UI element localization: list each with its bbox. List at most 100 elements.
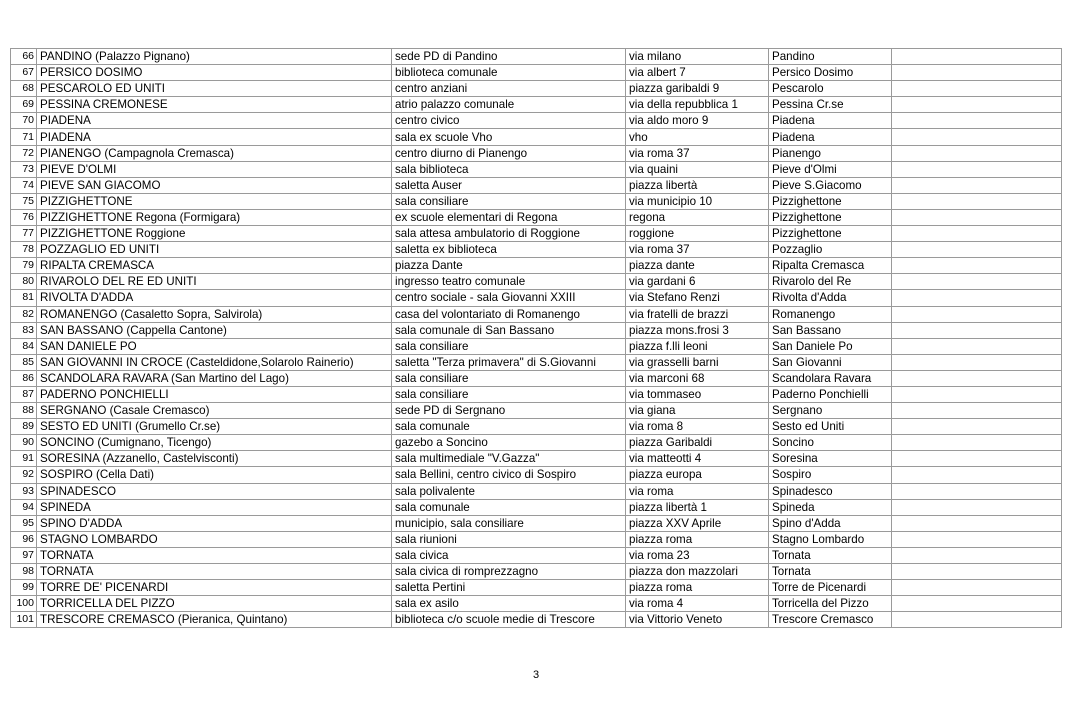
row-number: 98 — [10, 562, 37, 581]
row-number: 83 — [10, 321, 37, 339]
row-number: 86 — [10, 369, 37, 387]
venue: centro diurno di Pianengo — [391, 144, 626, 162]
venue: saletta "Terza primavera" di S.Giovanni — [391, 353, 626, 371]
empty-cell — [891, 257, 1062, 275]
address: piazza mons.frosi 3 — [625, 321, 769, 339]
row-number: 99 — [10, 579, 37, 597]
empty-cell — [891, 208, 1062, 227]
town: Spinadesco — [768, 482, 892, 500]
town: Stagno Lombardo — [768, 530, 892, 548]
address: via milano — [625, 47, 769, 66]
empty-cell — [891, 80, 1062, 98]
row-number: 94 — [10, 498, 37, 516]
venue: sala comunale di San Bassano — [391, 321, 626, 339]
address: piazza XXV Aprile — [625, 514, 769, 532]
municipality: PESCAROLO ED UNITI — [36, 80, 392, 98]
row-number: 85 — [10, 353, 37, 371]
municipality: RIVOLTA D'ADDA — [36, 289, 392, 307]
town: San Bassano — [768, 321, 892, 339]
table-row: 77 PIZZIGHETTONE Roggione sala attesa ambu… — [10, 225, 1062, 243]
venue: sala polivalente — [391, 482, 626, 500]
table-row: 88 SERGNANO (Casale Cremasco) sede PD di S… — [10, 402, 1062, 420]
row-number: 92 — [10, 466, 37, 484]
table-row: 101 TRESCORE CREMASCO (Pieranica, Quintan… — [10, 611, 1062, 629]
venue: sala civica di romprezzagno — [391, 562, 626, 581]
address: piazza Garibaldi — [625, 434, 769, 452]
empty-cell — [891, 514, 1062, 532]
address: via aldo moro 9 — [625, 112, 769, 130]
town: Ripalta Cremasca — [768, 257, 892, 275]
address: via municipio 10 — [625, 192, 769, 210]
empty-cell — [891, 144, 1062, 162]
empty-cell — [891, 353, 1062, 371]
venue: sede PD di Sergnano — [391, 402, 626, 420]
table-row: 94 SPINEDA sala comunale piazza libertà 1 Sp… — [10, 498, 1062, 516]
row-number: 71 — [10, 128, 37, 146]
address: piazza garibaldi 9 — [625, 80, 769, 98]
empty-cell — [891, 482, 1062, 500]
row-number: 81 — [10, 289, 37, 307]
empty-cell — [891, 546, 1062, 565]
town: Persico Dosimo — [768, 64, 892, 82]
row-number: 95 — [10, 514, 37, 532]
town: San Giovanni — [768, 353, 892, 371]
row-number: 70 — [10, 112, 37, 130]
town: Trescore Cremasco — [768, 611, 892, 629]
address: piazza roma — [625, 530, 769, 548]
venue: sala consiliare — [391, 192, 626, 210]
town: Pieve S.Giacomo — [768, 176, 892, 194]
row-number: 100 — [10, 595, 37, 613]
venue: biblioteca c/o scuole medie di Trescore — [391, 611, 626, 629]
empty-cell — [891, 289, 1062, 307]
town: Pandino — [768, 47, 892, 66]
venue: sala biblioteca — [391, 160, 626, 178]
table-row: 68 PESCAROLO ED UNITI centro anziani piazza… — [10, 80, 1062, 98]
row-number: 88 — [10, 402, 37, 420]
municipality: TORNATA — [36, 546, 392, 565]
municipality: TORNATA — [36, 562, 392, 581]
empty-cell — [891, 402, 1062, 420]
municipality: POZZAGLIO ED UNITI — [36, 241, 392, 259]
venue: sala ex asilo — [391, 595, 626, 613]
venue: centro sociale - sala Giovanni XXIII — [391, 289, 626, 307]
empty-cell — [891, 160, 1062, 178]
address: via della repubblica 1 — [625, 96, 769, 114]
address: via albert 7 — [625, 64, 769, 82]
venue: ex scuole elementari di Regona — [391, 208, 626, 227]
address: via roma — [625, 482, 769, 500]
municipality: SERGNANO (Casale Cremasco) — [36, 402, 392, 420]
town: Spineda — [768, 498, 892, 516]
table-row: 79 RIPALTA CREMASCA piazza Dante piazza dan… — [10, 257, 1062, 275]
address: via grasselli barni — [625, 353, 769, 371]
table-row: 83 SAN BASSANO (Cappella Cantone) sala com… — [10, 321, 1062, 339]
address: piazza libertà 1 — [625, 498, 769, 516]
town: Pieve d'Olmi — [768, 160, 892, 178]
venue: sala consiliare — [391, 385, 626, 404]
venue: sala consiliare — [391, 369, 626, 387]
empty-cell — [891, 337, 1062, 355]
address: via roma 37 — [625, 144, 769, 162]
venue: saletta Auser — [391, 176, 626, 194]
address: via tommaseo — [625, 385, 769, 404]
empty-cell — [891, 176, 1062, 194]
address: via matteotti 4 — [625, 450, 769, 468]
address: piazza roma — [625, 579, 769, 597]
empty-cell — [891, 385, 1062, 404]
address: piazza f.lli leoni — [625, 337, 769, 355]
table-row: 73 PIEVE D'OLMI sala biblioteca via quaini P… — [10, 160, 1062, 178]
table-row: 84 SAN DANIELE PO sala consiliare piazza f.… — [10, 337, 1062, 355]
table-row: 98 TORNATA sala civica di romprezzagno piaz… — [10, 562, 1062, 581]
table-row: 69 PESSINA CREMONESE atrio palazzo comunal… — [10, 96, 1062, 114]
row-number: 66 — [10, 47, 37, 66]
row-number: 82 — [10, 305, 37, 323]
town: Scandolara Ravara — [768, 369, 892, 387]
table-row: 85 SAN GIOVANNI IN CROCE (Casteldidone,So… — [10, 353, 1062, 371]
table-row: 70 PIADENA centro civico via aldo moro 9 Pia… — [10, 112, 1062, 130]
address: roggione — [625, 225, 769, 243]
town: Soncino — [768, 434, 892, 452]
table-row: 78 POZZAGLIO ED UNITI saletta ex bibliotec… — [10, 241, 1062, 259]
address: regona — [625, 208, 769, 227]
address: via quaini — [625, 160, 769, 178]
town: Torre de Picenardi — [768, 579, 892, 597]
town: Pizzighettone — [768, 192, 892, 210]
